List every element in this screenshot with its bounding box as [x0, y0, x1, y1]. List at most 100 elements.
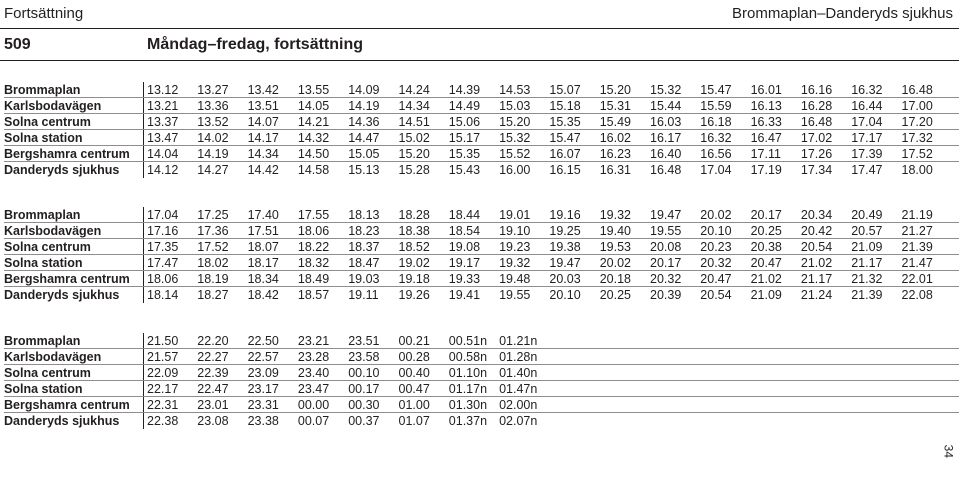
- departure-time: 15.49: [599, 115, 631, 129]
- departure-time: 22.01: [901, 272, 933, 286]
- departure-time: 15.28: [398, 163, 430, 177]
- departure-time: 21.57: [147, 350, 179, 364]
- departure-time: 00.47: [398, 382, 430, 396]
- stop-name: Danderyds sjukhus: [4, 163, 120, 177]
- departure-time: 13.27: [197, 83, 229, 97]
- departure-time: 21.17: [851, 256, 883, 270]
- stop-name: Bergshamra centrum: [4, 272, 130, 286]
- departure-time: 18.23: [348, 224, 380, 238]
- departure-time: 20.17: [650, 256, 682, 270]
- departure-time: 13.12: [147, 83, 179, 97]
- departure-time: 20.25: [750, 224, 782, 238]
- departure-time: 16.02: [599, 131, 631, 145]
- departure-time: 23.09: [247, 366, 279, 380]
- departure-time: 14.17: [247, 131, 279, 145]
- row-separator: [4, 254, 959, 255]
- departure-time: 19.08: [448, 240, 481, 254]
- row-separator: [4, 380, 959, 381]
- departure-time: 00.17: [348, 382, 380, 396]
- departure-time: 20.32: [700, 256, 732, 270]
- departure-time: 23.58: [348, 350, 380, 364]
- departure-time: 17.04: [700, 163, 732, 177]
- departure-time: 22.17: [147, 382, 179, 396]
- departure-time: 18.28: [398, 208, 430, 222]
- departure-time: 00.10: [348, 366, 380, 380]
- departure-time: 18.54: [448, 224, 481, 238]
- departure-time: 17.02: [800, 131, 833, 145]
- stop-name: Solna station: [4, 131, 83, 145]
- departure-time: 18.47: [348, 256, 380, 270]
- departure-time: 18.07: [247, 240, 279, 254]
- stop-name: Solna station: [4, 382, 83, 396]
- departure-time: 13.42: [247, 83, 279, 97]
- departure-time: 15.32: [650, 83, 682, 97]
- departure-time: 17.19: [750, 163, 782, 177]
- departure-time: 17.35: [147, 240, 179, 254]
- departure-time: 23.31: [247, 398, 279, 412]
- departure-time: 00.00: [297, 398, 330, 412]
- departure-time: 21.39: [851, 288, 883, 302]
- row-separator: [4, 286, 959, 287]
- departure-time: 18.34: [247, 272, 279, 286]
- departure-time: 18.52: [398, 240, 430, 254]
- departure-time: 14.12: [147, 163, 179, 177]
- departure-time: 15.35: [448, 147, 481, 161]
- departure-time: 18.27: [197, 288, 229, 302]
- departure-time: 20.08: [650, 240, 682, 254]
- row-separator: [4, 348, 959, 349]
- row-separator: [4, 145, 959, 146]
- departure-time: 17.00: [901, 99, 933, 113]
- departure-time: 17.47: [851, 163, 883, 177]
- departure-time: 16.31: [599, 163, 631, 177]
- departure-time: 14.27: [197, 163, 229, 177]
- stop-name: Karlsbodavägen: [4, 99, 102, 113]
- departure-time: 19.32: [499, 256, 531, 270]
- departure-time: 23.28: [297, 350, 330, 364]
- departure-time: 14.42: [247, 163, 279, 177]
- stop-name: Brommaplan: [4, 83, 81, 97]
- day-title: Måndag–fredag, fortsättning: [147, 36, 364, 53]
- departure-time: 15.35: [549, 115, 581, 129]
- departure-time: 17.52: [197, 240, 229, 254]
- departure-time: 21.09: [750, 288, 782, 302]
- departure-time: 19.40: [599, 224, 631, 238]
- row-separator: [4, 129, 959, 130]
- departure-time: 14.36: [348, 115, 380, 129]
- departure-time: 19.16: [549, 208, 581, 222]
- departure-time: 23.40: [297, 366, 330, 380]
- departure-time: 17.51: [247, 224, 279, 238]
- departure-time: 14.49: [448, 99, 481, 113]
- departure-time: 17.36: [197, 224, 229, 238]
- departure-time: 01.21n: [499, 334, 538, 348]
- departure-time: 21.50: [147, 334, 179, 348]
- departure-time: 18.38: [398, 224, 430, 238]
- departure-time: 17.25: [197, 208, 229, 222]
- departure-time: 02.00n: [499, 398, 538, 412]
- departure-time: 23.47: [297, 382, 330, 396]
- departure-time: 18.37: [348, 240, 380, 254]
- departure-time: 16.17: [650, 131, 682, 145]
- departure-time: 20.10: [549, 288, 581, 302]
- departure-time: 00.40: [398, 366, 430, 380]
- departure-time: 14.50: [297, 147, 330, 161]
- departure-time: 14.21: [297, 115, 330, 129]
- departure-time: 20.25: [599, 288, 631, 302]
- departure-time: 19.47: [549, 256, 581, 270]
- departure-time: 19.11: [348, 288, 379, 302]
- stop-name: Danderyds sjukhus: [4, 414, 120, 428]
- departure-time: 13.21: [147, 99, 179, 113]
- departure-time: 15.05: [348, 147, 380, 161]
- departure-time: 18.06: [147, 272, 179, 286]
- departure-time: 19.33: [448, 272, 481, 286]
- departure-time: 20.32: [650, 272, 682, 286]
- departure-time: 01.28n: [499, 350, 538, 364]
- departure-time: 21.32: [851, 272, 883, 286]
- departure-time: 14.09: [348, 83, 380, 97]
- departure-time: 20.49: [851, 208, 883, 222]
- departure-time: 22.08: [901, 288, 933, 302]
- departure-time: 19.01: [499, 208, 531, 222]
- departure-time: 22.38: [147, 414, 179, 428]
- departure-time: 15.31: [599, 99, 631, 113]
- page-number: 34: [941, 444, 955, 458]
- departure-time: 14.07: [247, 115, 279, 129]
